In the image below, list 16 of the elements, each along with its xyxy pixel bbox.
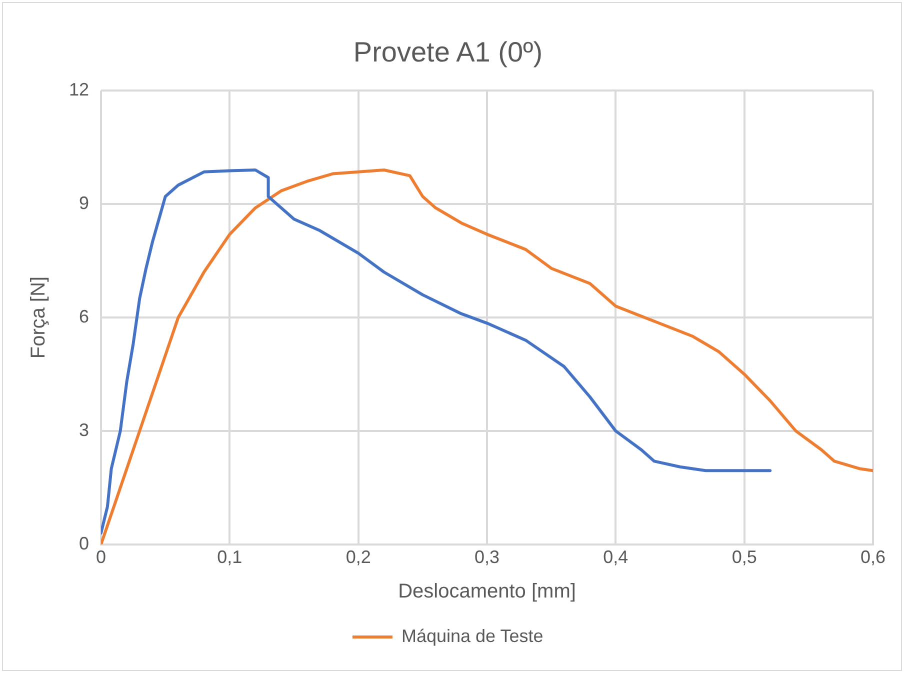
y-axis-title: Força [N] xyxy=(28,276,50,359)
y-tick-label: 12 xyxy=(68,80,90,100)
x-tick-label: 0 xyxy=(96,547,106,568)
y-tick-label: 0 xyxy=(79,533,90,554)
x-tick-label: 0,4 xyxy=(603,547,628,568)
y-tick-label: 9 xyxy=(79,193,90,214)
x-tick-label: 0,6 xyxy=(860,547,886,568)
y-tick-label: 6 xyxy=(79,306,90,326)
legend-label: Máquina de Teste xyxy=(401,626,544,646)
x-tick-label: 0,5 xyxy=(732,547,757,568)
x-axis-title: Deslocamento [mm] xyxy=(398,580,576,603)
x-tick-label: 0,2 xyxy=(346,547,371,568)
x-tick-label: 0,3 xyxy=(474,547,500,568)
y-tick-label: 3 xyxy=(79,420,90,440)
chart-title: Provete A1 (0º) xyxy=(353,36,543,68)
x-tick-label: 0,1 xyxy=(217,547,242,568)
